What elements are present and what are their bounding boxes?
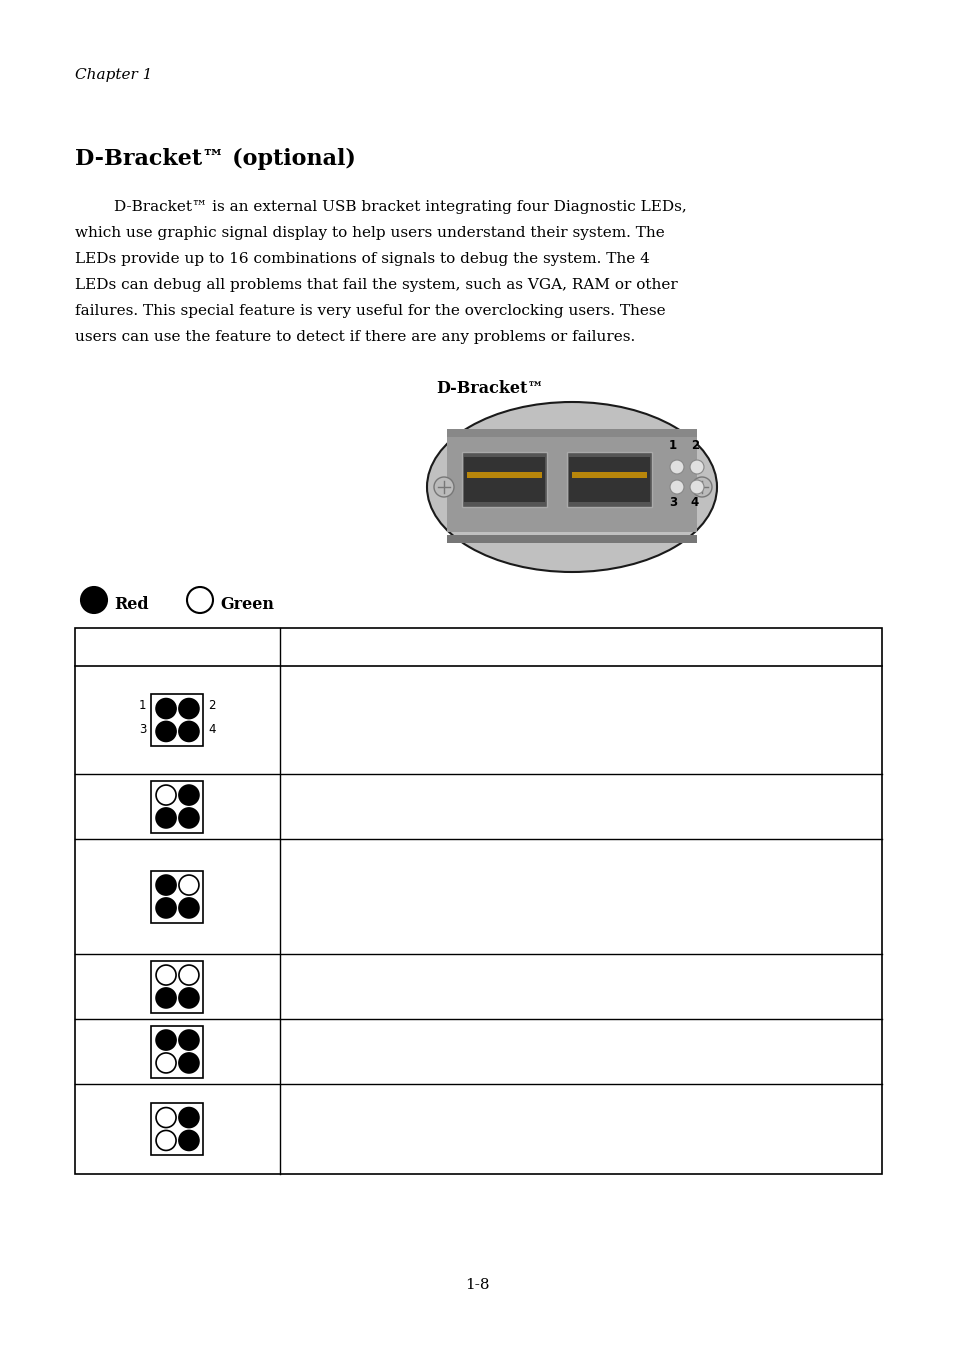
Text: 3: 3 bbox=[139, 724, 147, 736]
Bar bbox=[447, 429, 697, 437]
Circle shape bbox=[179, 898, 199, 917]
Circle shape bbox=[156, 876, 176, 894]
Circle shape bbox=[156, 1030, 176, 1050]
Circle shape bbox=[434, 477, 454, 498]
Circle shape bbox=[179, 808, 199, 829]
Text: Green: Green bbox=[220, 596, 274, 613]
Text: users can use the feature to detect if there are any problems or failures.: users can use the feature to detect if t… bbox=[75, 330, 635, 344]
Text: 1: 1 bbox=[139, 699, 147, 712]
Circle shape bbox=[179, 785, 199, 806]
Circle shape bbox=[691, 477, 711, 498]
Text: - The D-LED will hang here if the processor is damaged or: - The D-LED will hang here if the proces… bbox=[292, 716, 724, 730]
Text: D-Bracket: D-Bracket bbox=[132, 639, 223, 655]
Text: LEDs provide up to 16 combinations of signals to debug the system. The 4: LEDs provide up to 16 combinations of si… bbox=[75, 252, 649, 266]
Text: D-Bracket™: D-Bracket™ bbox=[436, 381, 543, 397]
Text: 3: 3 bbox=[668, 496, 677, 508]
Bar bbox=[447, 432, 697, 533]
Circle shape bbox=[689, 460, 703, 473]
Text: - This will start writing VGA sign-on message to the screen.: - This will start writing VGA sign-on me… bbox=[292, 1134, 734, 1149]
Bar bbox=[461, 452, 546, 507]
Circle shape bbox=[179, 1130, 199, 1150]
Text: - Testing onboard memory size.    The D-LED will hang if: - Testing onboard memory size. The D-LED… bbox=[292, 889, 712, 902]
Text: D-Bracket™ is an external USB bracket integrating four Diagnostic LEDs,: D-Bracket™ is an external USB bracket in… bbox=[75, 200, 686, 214]
Circle shape bbox=[187, 586, 213, 613]
Circle shape bbox=[156, 989, 176, 1007]
Bar bbox=[152, 960, 203, 1013]
Text: Early Chipset Initialization: Early Chipset Initialization bbox=[292, 799, 491, 812]
Bar bbox=[568, 457, 649, 502]
Circle shape bbox=[156, 1107, 176, 1127]
Text: Initializing Keyboard Controller.: Initializing Keyboard Controller. bbox=[292, 1044, 531, 1057]
Circle shape bbox=[156, 966, 176, 985]
Text: Memory Detection Test: Memory Detection Test bbox=[292, 849, 465, 863]
Bar bbox=[152, 780, 203, 833]
Text: Chapter 1: Chapter 1 bbox=[75, 69, 152, 82]
Circle shape bbox=[156, 721, 176, 741]
Bar bbox=[467, 472, 541, 477]
Circle shape bbox=[81, 586, 107, 613]
Text: which use graphic signal display to help users understand their system. The: which use graphic signal display to help… bbox=[75, 226, 664, 239]
Text: 2: 2 bbox=[690, 438, 699, 452]
Bar bbox=[572, 472, 646, 477]
Circle shape bbox=[179, 1030, 199, 1050]
Circle shape bbox=[179, 989, 199, 1007]
Text: not installed properly.: not installed properly. bbox=[292, 756, 455, 769]
Text: 4: 4 bbox=[690, 496, 699, 508]
Bar bbox=[75, 628, 882, 1174]
Text: the memory module is damaged or not installed properly.: the memory module is damaged or not inst… bbox=[292, 929, 717, 943]
Text: 1: 1 bbox=[668, 438, 677, 452]
Circle shape bbox=[179, 721, 199, 741]
Circle shape bbox=[156, 785, 176, 806]
Text: Decompressing BIOS image to RAM for fast booting.: Decompressing BIOS image to RAM for fast… bbox=[292, 979, 683, 993]
Circle shape bbox=[156, 898, 176, 917]
Text: 4: 4 bbox=[209, 724, 215, 736]
Circle shape bbox=[669, 480, 683, 494]
Bar bbox=[566, 452, 651, 507]
Bar bbox=[152, 1025, 203, 1077]
Text: Red: Red bbox=[113, 596, 149, 613]
Bar bbox=[463, 457, 544, 502]
Circle shape bbox=[179, 698, 199, 718]
Circle shape bbox=[156, 698, 176, 718]
Circle shape bbox=[156, 1053, 176, 1073]
Text: 2: 2 bbox=[209, 699, 215, 712]
Circle shape bbox=[156, 808, 176, 829]
Circle shape bbox=[179, 1053, 199, 1073]
Bar bbox=[152, 1103, 203, 1155]
Text: LEDs can debug all problems that fail the system, such as VGA, RAM or other: LEDs can debug all problems that fail th… bbox=[75, 278, 677, 292]
Ellipse shape bbox=[427, 402, 717, 572]
Text: Testing VGA BIOS: Testing VGA BIOS bbox=[292, 1093, 427, 1108]
Text: Description: Description bbox=[529, 639, 633, 655]
Bar bbox=[447, 535, 697, 543]
Bar bbox=[152, 694, 203, 746]
Bar bbox=[152, 870, 203, 923]
Circle shape bbox=[179, 966, 199, 985]
Text: 1-8: 1-8 bbox=[464, 1278, 489, 1293]
Text: D-Bracket™ (optional): D-Bracket™ (optional) bbox=[75, 148, 355, 169]
Circle shape bbox=[669, 460, 683, 473]
Text: failures. This special feature is very useful for the overclocking users. These: failures. This special feature is very u… bbox=[75, 304, 665, 317]
Circle shape bbox=[689, 480, 703, 494]
Text: System Power ON: System Power ON bbox=[292, 677, 426, 690]
Circle shape bbox=[179, 1107, 199, 1127]
Circle shape bbox=[179, 876, 199, 894]
Circle shape bbox=[156, 1130, 176, 1150]
